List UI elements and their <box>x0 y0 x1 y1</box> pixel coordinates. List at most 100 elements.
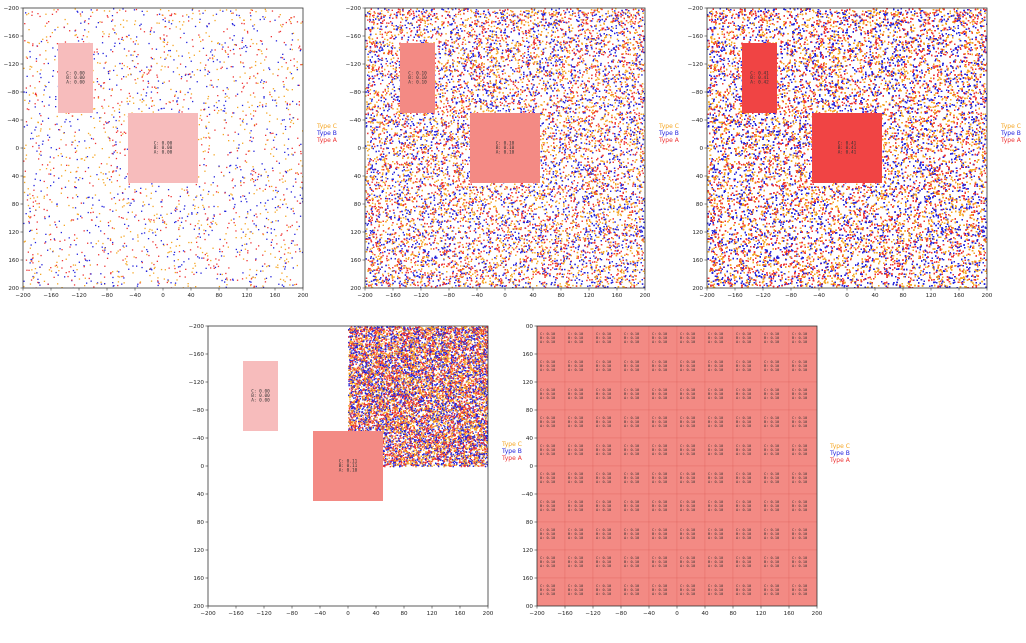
scatter-point <box>33 197 34 198</box>
scatter-point <box>272 170 273 171</box>
scatter-point <box>144 228 145 229</box>
scatter-point <box>286 22 287 23</box>
scatter-point <box>179 236 180 237</box>
scatter-point <box>121 237 122 238</box>
scatter-point <box>276 210 277 211</box>
scatter-point <box>24 91 25 92</box>
scatter-point <box>232 180 233 181</box>
scatter-point <box>124 48 125 49</box>
scatter-point <box>273 88 274 89</box>
scatter-point <box>260 82 261 83</box>
scatter-point <box>57 266 58 267</box>
scatter-point <box>80 15 81 16</box>
scatter-point <box>228 247 229 248</box>
scatter-point <box>46 40 47 41</box>
scatter-point <box>40 180 41 181</box>
scatter-point <box>194 263 195 264</box>
scatter-point <box>119 109 120 110</box>
scatter-point <box>68 180 69 181</box>
scatter-point <box>148 43 149 44</box>
scatter-point <box>61 193 62 194</box>
scatter-point <box>154 105 155 106</box>
scatter-point <box>207 255 208 256</box>
scatter-point <box>206 25 207 26</box>
scatter-point <box>254 223 255 224</box>
scatter-point <box>60 139 61 140</box>
scatter-point <box>118 271 119 272</box>
scatter-point <box>28 13 29 14</box>
scatter-point <box>89 182 90 183</box>
scatter-point <box>192 272 193 273</box>
scatter-point <box>56 227 57 228</box>
scatter-point <box>276 40 277 41</box>
scatter-point <box>217 59 218 60</box>
scatter-point <box>296 221 297 222</box>
scatter-point <box>267 139 268 140</box>
scatter-point <box>300 187 301 188</box>
scatter-point <box>110 240 111 241</box>
scatter-point <box>57 206 58 207</box>
scatter-point <box>49 97 50 98</box>
scatter-point <box>252 277 253 278</box>
scatter-point <box>89 278 90 279</box>
scatter-point <box>268 265 269 266</box>
scatter-point <box>100 221 101 222</box>
scatter-point <box>32 254 33 255</box>
scatter-point <box>114 25 115 26</box>
scatter-point <box>152 101 153 102</box>
scatter-point <box>130 203 131 204</box>
scatter-point <box>278 220 279 221</box>
scatter-point <box>272 198 273 199</box>
scatter-point <box>122 206 123 207</box>
scatter-point <box>253 169 254 170</box>
scatter-point <box>109 179 110 180</box>
scatter-point <box>214 268 215 269</box>
scatter-point <box>194 55 195 56</box>
scatter-point <box>280 235 281 236</box>
scatter-point <box>200 70 201 71</box>
scatter-point <box>208 59 209 60</box>
scatter-point <box>149 275 150 276</box>
scatter-point <box>188 20 189 21</box>
scatter-point <box>283 240 284 241</box>
scatter-point <box>41 124 42 125</box>
scatter-point <box>95 89 96 90</box>
scatter-point <box>188 16 189 17</box>
scatter-point <box>164 221 165 222</box>
scatter-point <box>235 185 236 186</box>
scatter-point <box>229 152 230 153</box>
scatter-point <box>164 40 165 41</box>
scatter-point <box>84 285 85 286</box>
scatter-point <box>85 171 86 172</box>
scatter-point <box>77 214 78 215</box>
scatter-point <box>275 207 276 208</box>
scatter-point <box>176 91 177 92</box>
scatter-point <box>109 140 110 141</box>
scatter-point <box>97 62 98 63</box>
scatter-point <box>263 87 264 88</box>
scatter-point <box>247 102 248 103</box>
scatter-point <box>206 32 207 33</box>
scatter-point <box>280 57 281 58</box>
scatter-point <box>132 97 133 98</box>
scatter-point <box>123 277 124 278</box>
scatter-point <box>263 70 264 71</box>
scatter-point <box>82 39 83 40</box>
scatter-point <box>141 94 142 95</box>
scatter-point <box>217 185 218 186</box>
scatter-point <box>55 96 56 97</box>
scatter-point <box>85 260 86 261</box>
scatter-point <box>127 66 128 67</box>
scatter-point <box>241 48 242 49</box>
scatter-point <box>143 14 144 15</box>
scatter-point <box>135 43 136 44</box>
scatter-point <box>294 16 295 17</box>
scatter-point <box>90 134 91 135</box>
scatter-point <box>115 66 116 67</box>
scatter-point <box>109 121 110 122</box>
scatter-point <box>119 200 120 201</box>
scatter-point <box>297 138 298 139</box>
scatter-point <box>205 65 206 66</box>
scatter-point <box>271 228 272 229</box>
scatter-point <box>238 134 239 135</box>
